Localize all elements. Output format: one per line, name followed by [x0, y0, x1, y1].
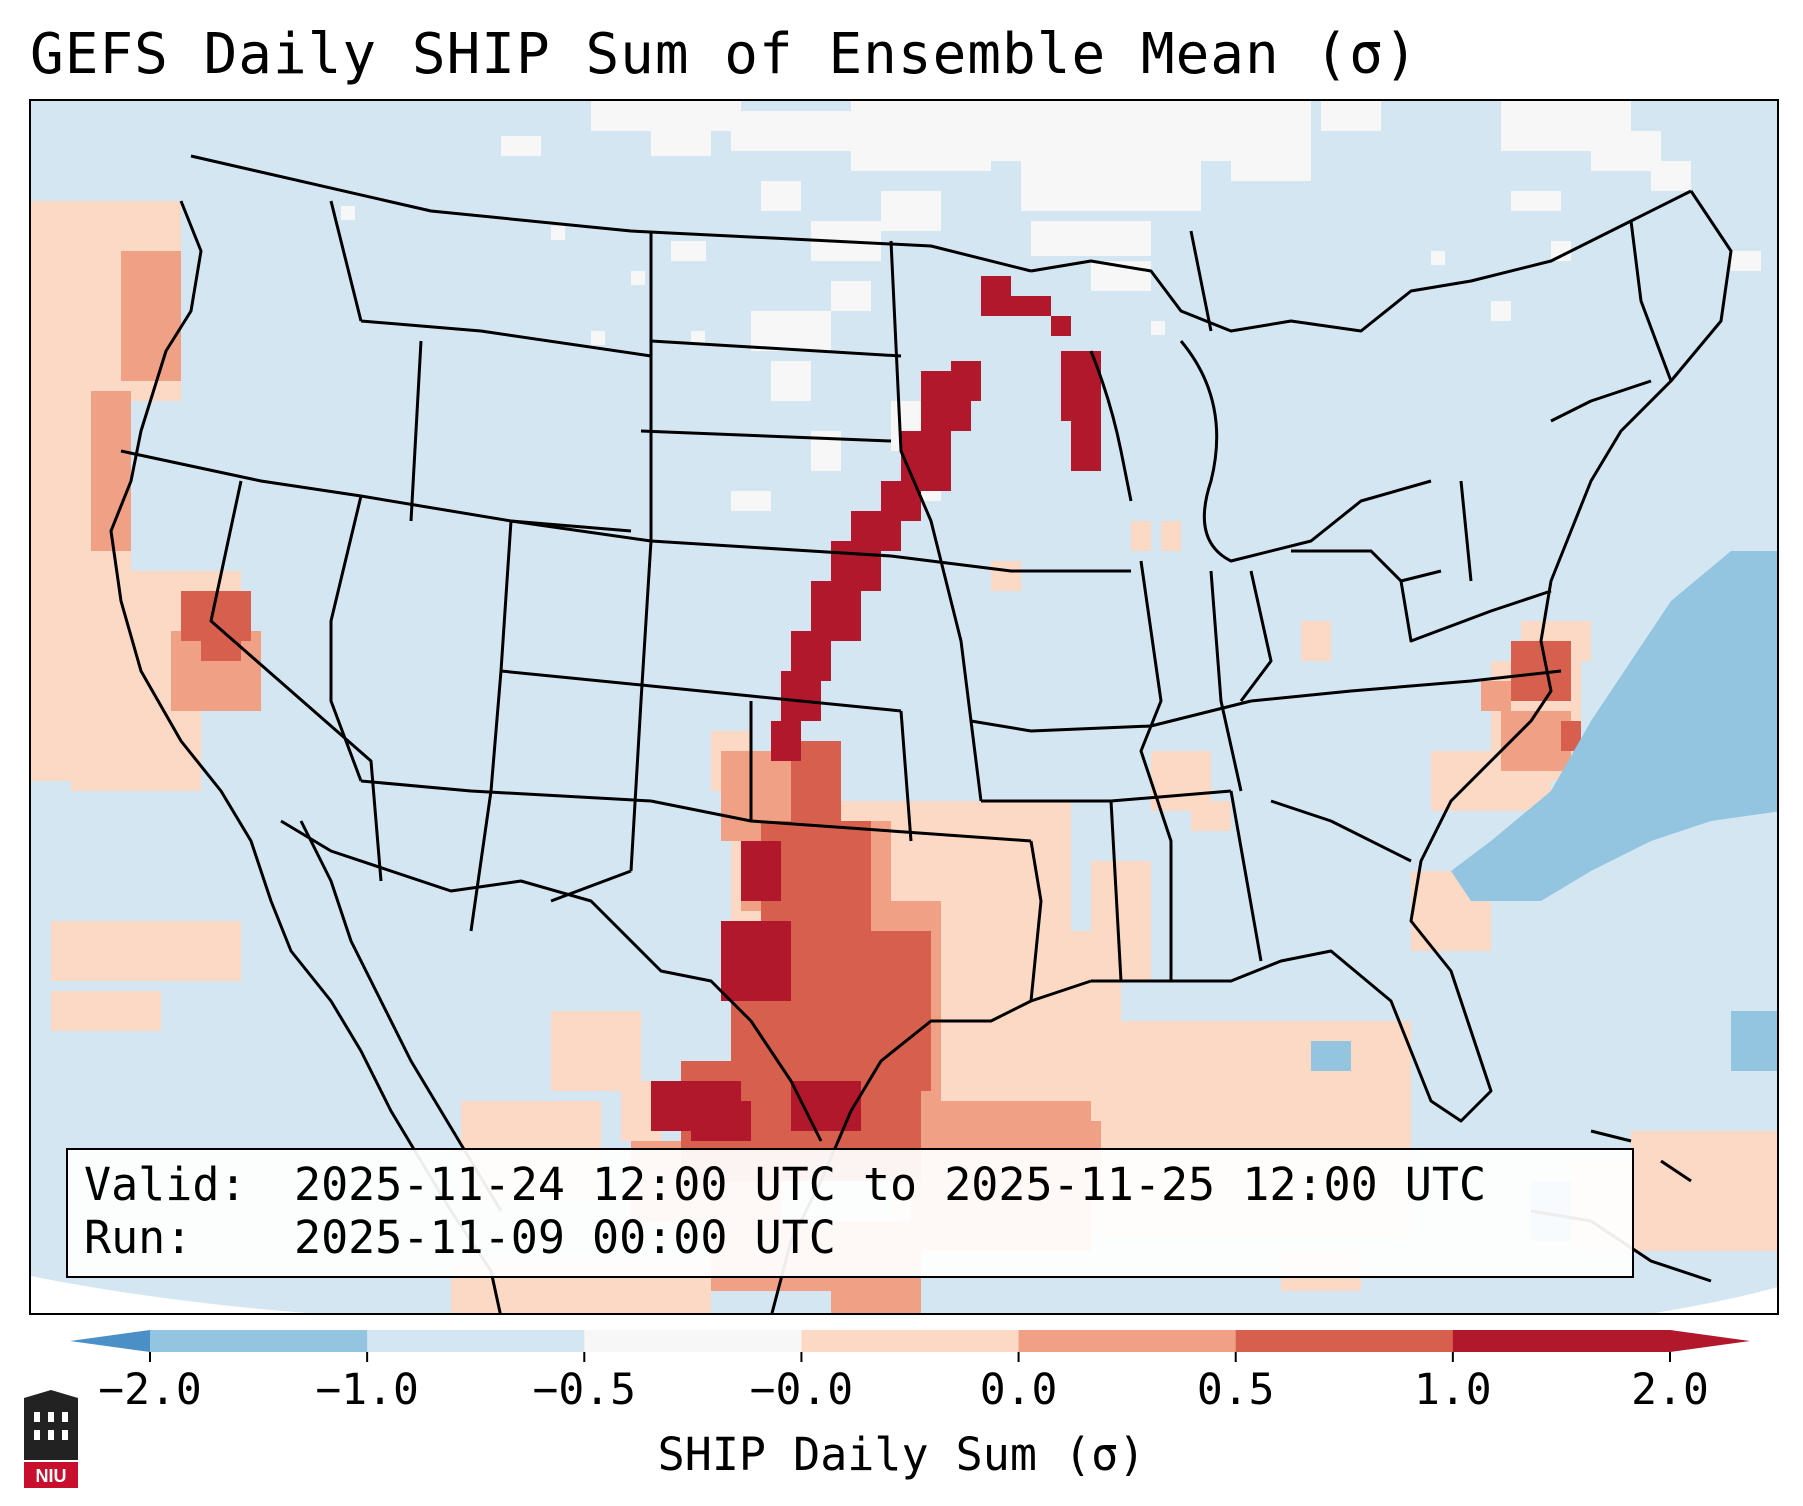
colorbar-tick-label: −2.0: [98, 1365, 202, 1415]
valid-value: 2025-11-24 12:00 UTC to 2025-11-25 12:00…: [294, 1158, 1487, 1211]
projection-edge-right: [1655, 1287, 1777, 1313]
colorbar-tick-label: 1.0: [1414, 1365, 1492, 1415]
colorbar-tick-label: 0.0: [979, 1365, 1058, 1415]
colorbar-segment: [584, 1330, 802, 1352]
positive-anomaly-extreme: [651, 276, 1101, 1141]
map-title: GEFS Daily SHIP Sum of Ensemble Mean (σ): [30, 22, 1419, 87]
run-line: Run: 2025-11-09 00:00 UTC: [84, 1211, 1616, 1264]
logo-text: NIU: [36, 1466, 67, 1486]
run-value: 2025-11-09 00:00 UTC: [294, 1211, 836, 1264]
colorbar-extend-high: [1670, 1330, 1750, 1352]
near-zero-patches: [341, 101, 1761, 511]
colorbar-ticks: [149, 1352, 1671, 1362]
valid-run-info-box: Valid: 2025-11-24 12:00 UTC to 2025-11-25…: [66, 1148, 1634, 1278]
colorbar-extend-low: [70, 1330, 150, 1352]
valid-label: Valid:: [84, 1158, 247, 1211]
colorbar-label: SHIP Daily Sum (σ): [657, 1428, 1146, 1481]
colorbar-segment: [1452, 1330, 1671, 1352]
niu-logo-icon: NIU: [24, 1390, 78, 1488]
run-label: Run:: [84, 1211, 193, 1264]
colorbar-segments: [70, 1330, 1750, 1352]
colorbar-segment: [801, 1330, 1020, 1352]
colorbar-tick-label: 0.5: [1196, 1365, 1275, 1415]
colorbar-tick-label: −0.5: [532, 1365, 637, 1415]
colorbar: [70, 1330, 1750, 1362]
colorbar-tick-label: −0.0: [749, 1365, 854, 1415]
colorbar-segment: [1018, 1330, 1237, 1352]
colorbar-segment: [1235, 1330, 1454, 1352]
colorbar-segment: [367, 1330, 585, 1352]
political-boundaries: [109, 154, 1733, 1313]
colorbar-tick-label: −1.0: [315, 1365, 419, 1415]
map-canvas: [31, 101, 1777, 1313]
map-panel: [29, 99, 1779, 1315]
colorbar-segment: [150, 1330, 368, 1352]
colorbar-tick-label: 2.0: [1631, 1365, 1709, 1415]
valid-line: Valid: 2025-11-24 12:00 UTC to 2025-11-25…: [84, 1158, 1616, 1211]
projection-edge-left: [31, 1276, 308, 1313]
